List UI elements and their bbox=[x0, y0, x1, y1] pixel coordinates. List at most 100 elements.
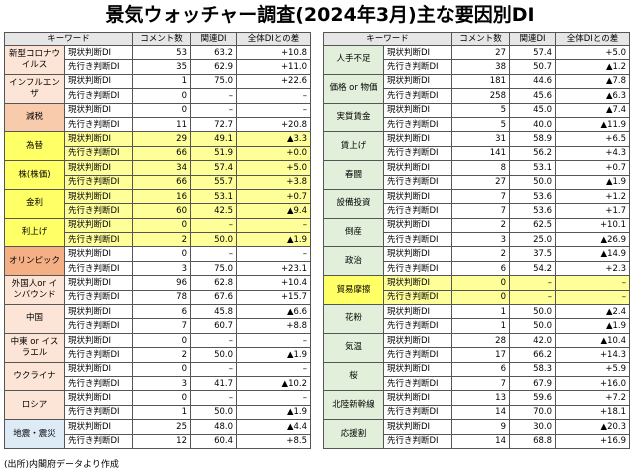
row: 先行き判断DI 3 75.0 +23.1 bbox=[5, 260, 311, 277]
value-cell: 3 bbox=[132, 375, 191, 392]
value-cell: – bbox=[190, 332, 237, 349]
value-cell: ▲1.9 bbox=[236, 347, 311, 363]
value-cell: 56.2 bbox=[509, 145, 556, 162]
value-cell: – bbox=[236, 361, 311, 377]
value-cell: 67.9 bbox=[509, 375, 556, 392]
value-cell: ▲1.2 bbox=[555, 59, 630, 75]
row: 桜現状判断DI 6 58.3 +5.9 bbox=[323, 361, 630, 392]
value-cell: 9 bbox=[451, 419, 510, 435]
header-cell: 全体DIとの差 bbox=[555, 32, 630, 46]
value-cell: 50.0 bbox=[509, 304, 556, 320]
value-cell: 38 bbox=[451, 59, 510, 75]
label-cell: 現状判断DI bbox=[64, 332, 133, 349]
label-cell: 先行き判断DI bbox=[383, 145, 452, 162]
value-cell: ▲6.3 bbox=[555, 88, 630, 104]
value-cell: – bbox=[236, 332, 311, 349]
value-cell: 96 bbox=[132, 275, 191, 291]
value-cell: 37.5 bbox=[509, 246, 556, 262]
row: 先行き判断DI 38 50.7 ▲1.2 bbox=[324, 59, 630, 75]
value-cell: 67.6 bbox=[190, 289, 237, 306]
label-cell: 現状判断DI bbox=[383, 419, 452, 435]
value-cell: 72.7 bbox=[190, 116, 237, 133]
row: 先行き判断DI 17 66.2 +14.3 bbox=[324, 347, 630, 363]
value-cell: 42.5 bbox=[190, 203, 237, 219]
label-cell: 現状判断DI bbox=[383, 390, 452, 406]
value-cell: ▲1.9 bbox=[236, 232, 311, 248]
value-cell: 6 bbox=[451, 260, 510, 277]
label-cell: 現状判断DI bbox=[64, 160, 133, 176]
header-cell: 関連DI bbox=[509, 32, 556, 46]
value-cell: ▲1.9 bbox=[555, 174, 630, 190]
label-cell: 現状判断DI bbox=[383, 44, 452, 61]
row: 新型コロナウイルス 現状判断DI 53 63.2 +10.8 bbox=[4, 44, 311, 75]
value-cell: 75.0 bbox=[190, 73, 237, 90]
value-cell: 1 bbox=[132, 404, 191, 421]
label-cell: 先行き判断DI bbox=[64, 433, 133, 449]
value-cell: – bbox=[190, 246, 237, 262]
value-cell: +4.3 bbox=[555, 145, 630, 162]
row: オリンピック 現状判断DI 0– – bbox=[4, 246, 311, 277]
value-cell: 14 bbox=[451, 404, 510, 421]
value-cell: 57.4 bbox=[509, 44, 556, 61]
table: キーワード コメント数 関連DI 全体DIとの差 人手不足 現状判断DI 27 57.4 +5.… bbox=[323, 32, 630, 449]
value-cell: +23.1 bbox=[236, 260, 311, 277]
label-cell: 現状判断DI bbox=[383, 217, 452, 234]
value-cell: 1 bbox=[451, 318, 510, 334]
keyword-cell: 利上げ bbox=[4, 217, 65, 248]
value-cell: 6 bbox=[451, 361, 510, 377]
value-cell: 7 bbox=[132, 318, 191, 334]
value-cell: 28 bbox=[451, 332, 510, 349]
value-cell: 0 bbox=[451, 275, 510, 291]
row: 先行き判断DI 66 55.7 +3.8 bbox=[5, 174, 311, 190]
value-cell: 141 bbox=[451, 145, 510, 162]
value-cell: 45.8 bbox=[190, 304, 237, 320]
row: 先行き判断DI 2 50.0 ▲1.9 bbox=[5, 232, 311, 248]
value-cell: 50.0 bbox=[190, 404, 237, 421]
label-cell: 先行き判断DI bbox=[383, 260, 452, 277]
row: 先行き判断DI 35 62.9 +11.0 bbox=[5, 59, 311, 75]
value-cell: ▲26.9 bbox=[555, 232, 630, 248]
header-cell: コメント数 bbox=[132, 32, 191, 46]
value-cell: 41.7 bbox=[190, 375, 237, 392]
value-cell: ▲11.9 bbox=[555, 116, 630, 133]
keyword-cell: 中東 or イスラエル bbox=[4, 332, 65, 363]
row: 先行き判断DI 12 60.4 +8.5 bbox=[5, 433, 311, 449]
value-cell: ▲14.9 bbox=[555, 246, 630, 262]
label-cell: 先行き判断DI bbox=[64, 88, 133, 104]
value-cell: +16.0 bbox=[555, 375, 630, 392]
value-cell: 2 bbox=[451, 246, 510, 262]
value-cell: ▲10.2 bbox=[236, 375, 311, 392]
value-cell: 57.4 bbox=[190, 160, 237, 176]
value-cell: 12 bbox=[132, 433, 191, 449]
keyword-cell: 桜 bbox=[323, 361, 384, 392]
row: 人手不足 現状判断DI 27 57.4 +5.0 bbox=[323, 44, 630, 75]
value-cell: – bbox=[555, 275, 630, 291]
value-cell: 70.0 bbox=[509, 404, 556, 421]
value-cell: 45.6 bbox=[509, 88, 556, 104]
label-cell: 先行き判断DI bbox=[383, 375, 452, 392]
label-cell: 現状判断DI bbox=[64, 102, 133, 118]
value-cell: 60.4 bbox=[190, 433, 237, 449]
row: 貿易摩擦 現状判断DI 0– – bbox=[323, 275, 630, 306]
keyword-cell: 賃上げ bbox=[323, 131, 384, 162]
value-cell: 17 bbox=[451, 347, 510, 363]
row: 株(株価) 現状判断DI 34 57.4 +5.0 bbox=[4, 160, 311, 190]
value-cell: +5.0 bbox=[236, 160, 311, 176]
label-cell: 先行き判断DI bbox=[64, 375, 133, 392]
label-cell: 先行き判断DI bbox=[383, 404, 452, 421]
value-cell: 1 bbox=[132, 73, 191, 90]
value-cell: 62.5 bbox=[509, 217, 556, 234]
value-cell: 53 bbox=[132, 44, 191, 61]
value-cell: 35 bbox=[132, 59, 191, 75]
value-cell: 50.0 bbox=[190, 232, 237, 248]
header-row: キーワード コメント数 関連DI 全体DIとの差 bbox=[4, 32, 311, 46]
value-cell: 55.7 bbox=[190, 174, 237, 190]
value-cell: ▲7.4 bbox=[555, 102, 630, 118]
value-cell: 59.6 bbox=[509, 390, 556, 406]
value-cell: 2 bbox=[451, 217, 510, 234]
value-cell: 3 bbox=[451, 232, 510, 248]
keyword-cell: 株(株価) bbox=[4, 160, 65, 190]
keyword-cell: 外国人or インバウンド bbox=[4, 275, 65, 306]
value-cell: ▲20.3 bbox=[555, 419, 630, 435]
value-cell: 31 bbox=[451, 131, 510, 147]
